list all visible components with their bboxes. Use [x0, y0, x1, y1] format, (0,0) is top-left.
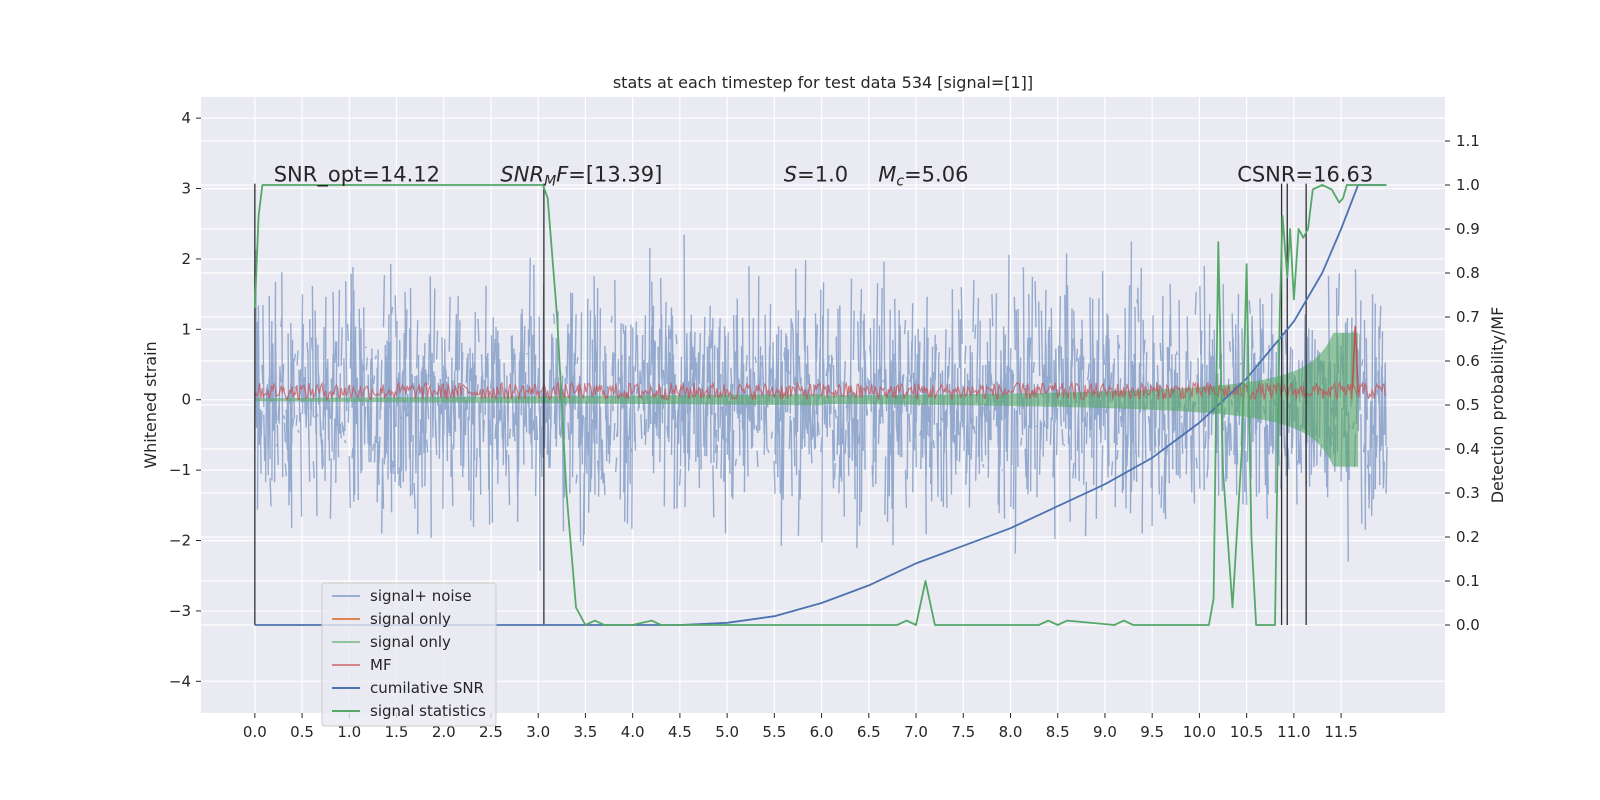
y-right-tick-label: 0.6 — [1456, 352, 1480, 370]
x-tick-label: 1.0 — [337, 723, 361, 741]
x-tick-label: 4.0 — [621, 723, 645, 741]
y-tick-label: 0 — [181, 391, 191, 409]
signal-statistics-line — [253, 184, 1387, 626]
x-tick-label: 8.5 — [1046, 723, 1070, 741]
legend: signal+ noise signal only signal only MF cum… — [321, 582, 497, 727]
legend-label: signal only — [370, 610, 451, 628]
y-right-tick-label: 0.8 — [1456, 264, 1480, 282]
y-right-tick-label: 0.2 — [1456, 528, 1480, 546]
y-tick-label: −3 — [169, 602, 191, 620]
legend-label: signal only — [370, 633, 451, 651]
y-right-tick-label: 1.1 — [1456, 132, 1480, 150]
y-axis-right: 0.0 0.1 0.2 0.3 0.4 0.5 0.6 0.7 0.8 0.9 1.0 1.1 — [1445, 132, 1480, 634]
y-right-axis-title: Detection probability/MF — [1488, 307, 1507, 504]
y-right-tick-label: 0.5 — [1456, 396, 1480, 414]
signal-only-band — [254, 332, 1359, 467]
x-tick-label: 6.0 — [810, 723, 834, 741]
legend-label: signal statistics — [370, 702, 486, 720]
legend-box — [321, 582, 497, 727]
y-tick-label: 3 — [181, 180, 191, 198]
y-axis-left: −4 −3 −2 −1 0 1 2 3 4 — [169, 109, 201, 690]
x-tick-label: 3.5 — [574, 723, 598, 741]
mf-line — [254, 380, 1386, 401]
chart-title: stats at each timestep for test data 534… — [613, 73, 1033, 92]
x-tick-label: 5.5 — [762, 723, 786, 741]
y-right-tick-label: 0.1 — [1456, 572, 1480, 590]
y-tick-label: 4 — [181, 109, 191, 127]
x-tick-label: 3.0 — [526, 723, 550, 741]
x-tick-label: 5.0 — [715, 723, 739, 741]
y-right-tick-label: 0.4 — [1456, 440, 1480, 458]
x-tick-label: 11.0 — [1277, 723, 1310, 741]
legend-label: MF — [370, 656, 392, 674]
legend-label: cumilative SNR — [370, 679, 484, 697]
annotation: SNRMF=[13.39] — [500, 162, 662, 189]
x-tick-label: 7.5 — [951, 723, 975, 741]
x-tick-label: 7.0 — [904, 723, 928, 741]
x-tick-label: 2.5 — [479, 723, 503, 741]
x-tick-label: 11.5 — [1324, 723, 1357, 741]
x-tick-label: 9.5 — [1140, 723, 1164, 741]
annotation: SNR_opt=14.12 — [274, 162, 440, 187]
x-tick-label: 0.0 — [243, 723, 267, 741]
x-tick-label: 9.0 — [1093, 723, 1117, 741]
y-tick-label: −2 — [169, 532, 191, 550]
legend-label: signal+ noise — [370, 587, 472, 605]
x-tick-label: 10.5 — [1230, 723, 1263, 741]
cumulative-snr-line — [254, 184, 1387, 626]
y-right-tick-label: 0.0 — [1456, 616, 1480, 634]
y-tick-label: −1 — [169, 461, 191, 479]
annotation: S=1.0 — [784, 162, 848, 186]
x-tick-label: 4.5 — [668, 723, 692, 741]
y-right-tick-label: 0.7 — [1456, 308, 1480, 326]
mf-spike — [1351, 325, 1360, 393]
series-mf — [254, 325, 1386, 401]
x-axis: 0.0 0.5 1.0 1.5 2.0 2.5 3.0 3.5 4.0 4.5 5.0 5.5 6.0 6… — [243, 713, 1358, 741]
y-tick-label: 1 — [181, 320, 191, 338]
series-signal-only-chirp — [254, 332, 1359, 467]
x-tick-label: 10.0 — [1183, 723, 1216, 741]
y-axis-title: Whitened strain — [141, 341, 160, 468]
y-right-tick-label: 0.3 — [1456, 484, 1480, 502]
annotation: CSNR=16.63 — [1237, 162, 1373, 186]
x-tick-label: 0.5 — [290, 723, 314, 741]
x-tick-label: 6.5 — [857, 723, 881, 741]
x-tick-label: 2.0 — [432, 723, 456, 741]
y-tick-label: 2 — [181, 250, 191, 268]
annotation: Mc=5.06 — [878, 162, 968, 189]
y-tick-label: −4 — [169, 672, 191, 690]
y-right-tick-label: 0.9 — [1456, 220, 1480, 238]
y-right-tick-label: 1.0 — [1456, 176, 1480, 194]
x-tick-label: 8.0 — [999, 723, 1023, 741]
x-tick-label: 1.5 — [385, 723, 409, 741]
